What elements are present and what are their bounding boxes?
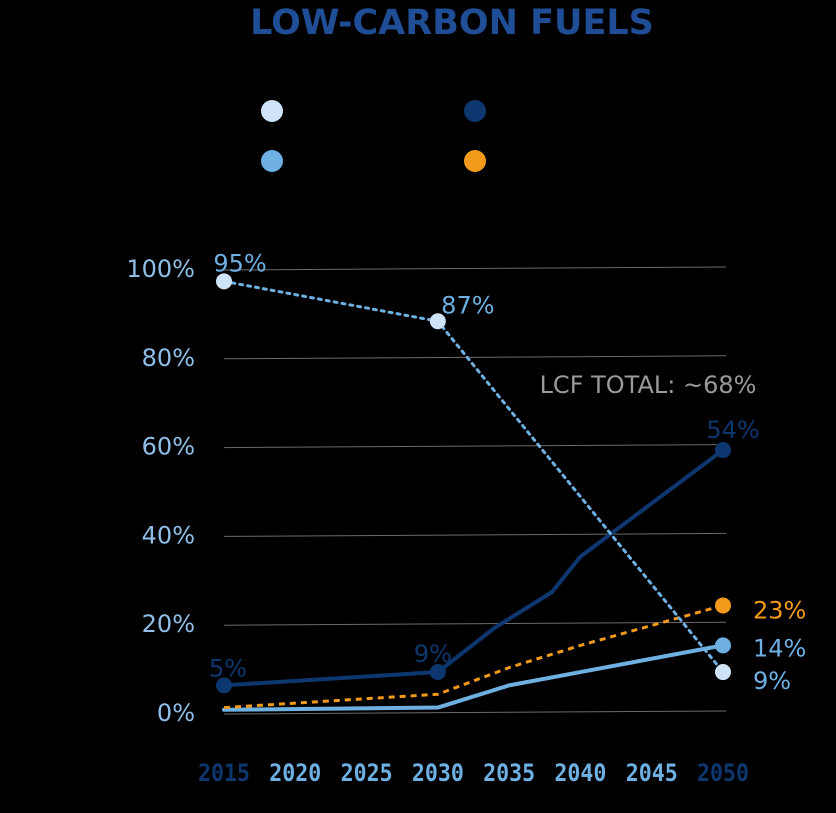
gridline-40 [223, 532, 727, 537]
gridline-80 [223, 355, 727, 360]
x-tick-label: 2015 [198, 759, 250, 787]
marker-series_b-2015 [216, 677, 232, 694]
grid-lines [223, 266, 727, 715]
data-label-series_b-2015: 5% [209, 654, 247, 682]
legend-dot-series_d [464, 150, 486, 172]
marker-series_a-2050 [715, 664, 731, 681]
gridline-20 [223, 621, 727, 626]
series-line-series_b [222, 448, 725, 688]
y-tick-label: 60% [142, 433, 195, 461]
series-lines [222, 279, 725, 712]
gridline-60 [223, 444, 727, 449]
x-tick-label: 2030 [412, 759, 464, 787]
y-tick-label: 0% [157, 699, 195, 727]
data-label-series_d-2050: 23% [753, 596, 806, 624]
data-label-series_a-2015: 95% [213, 249, 266, 277]
legend-dot-series_c [261, 150, 283, 172]
chart-title: LOW-CARBON FUELS [250, 3, 654, 43]
marker-series_a-2030 [429, 313, 446, 330]
legend [261, 100, 486, 172]
x-tick-label: 2025 [341, 759, 393, 787]
y-tick-label: 100% [126, 255, 195, 283]
data-label-series_b-2030: 9% [414, 640, 452, 668]
data-label-series_a-2030: 87% [441, 291, 494, 319]
gridline-0 [223, 710, 727, 715]
gridline-100 [223, 266, 727, 271]
legend-dot-series_b [464, 100, 486, 122]
series-markers: 14% 23% 5% 9% 54% 95% 87% 9% [209, 249, 806, 695]
x-tick-label: 2020 [269, 759, 321, 787]
marker-series_b-2050 [715, 442, 731, 459]
data-label-series_a-2050: 9% [753, 667, 791, 695]
marker-series_b-2030 [429, 664, 446, 681]
marker-series_a-2015 [216, 273, 232, 290]
legend-dot-series_a [261, 100, 283, 122]
x-tick-label: 2050 [697, 759, 749, 787]
y-tick-label: 40% [142, 521, 195, 549]
data-label-series_c-2050: 14% [753, 634, 806, 662]
lcf-total-annotation: LCF TOTAL: ~68% [540, 371, 757, 399]
x-axis-ticks: 2015 2020 2025 2030 2035 2040 2045 2050 [198, 759, 749, 787]
y-tick-label: 80% [142, 344, 195, 372]
series-line-series_d [223, 603, 724, 710]
x-tick-label: 2035 [483, 759, 535, 787]
series-line-series_c [222, 643, 725, 712]
data-label-series_b-2050: 54% [706, 416, 759, 444]
marker-series_d-2050 [715, 597, 731, 614]
series-line-series_a [222, 279, 725, 674]
x-tick-label: 2040 [554, 759, 606, 787]
y-axis-ticks: 0% 20% 40% 60% 80% 100% [126, 255, 195, 727]
marker-series_c-2050 [715, 637, 731, 654]
y-tick-label: 20% [142, 610, 195, 638]
x-tick-label: 2045 [626, 759, 678, 787]
